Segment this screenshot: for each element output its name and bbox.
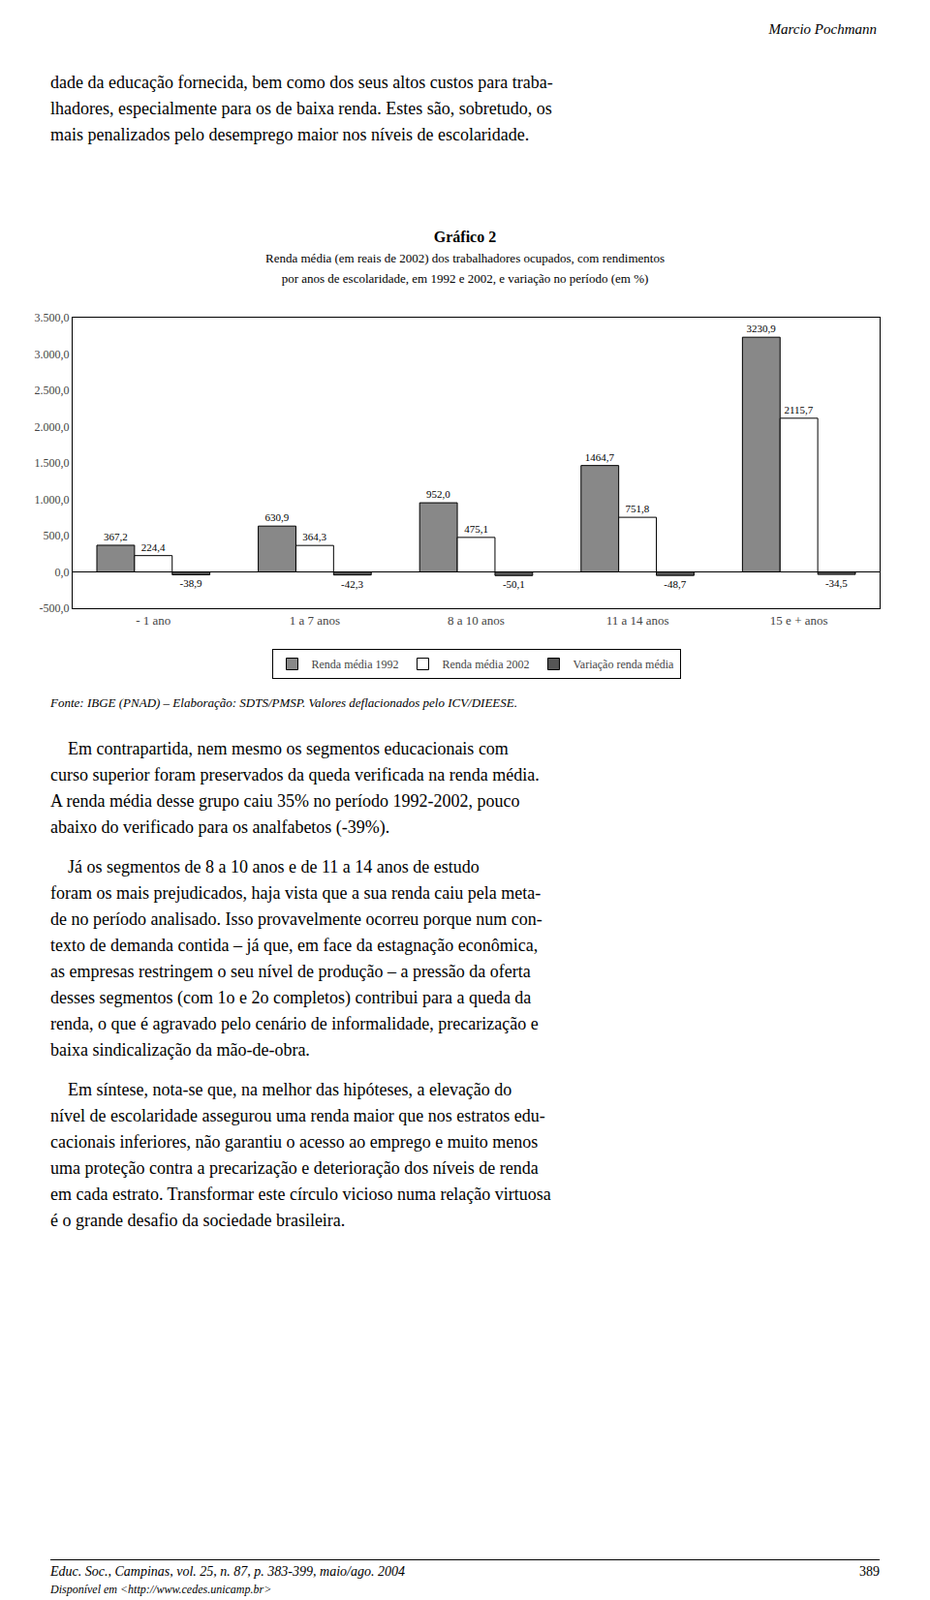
svg-text:-48,7: -48,7 [663,578,686,590]
svg-text:3.000,0: 3.000,0 [34,347,70,362]
html-text:Em contrapartida, nem mesmo os: Em contrapartida, nem mesmo os segmentos… [50,739,540,837]
html-text:Em síntese, nota-se que, na me: Em síntese, nota-se que, na melhor das h… [50,1080,552,1231]
svg-text:500,0: 500,0 [43,528,70,543]
html-text:Fonte: IBGE (PNAD) – Elaboraçã: Fonte: IBGE (PNAD) – Elaboração: SDTS/PM… [50,695,518,711]
svg-text:Renda média 1992: Renda média 1992 [311,657,400,672]
svg-text:475,1: 475,1 [464,523,489,535]
svg-text:Gráfico 2Renda média (em reais: Gráfico 2Renda média (em reais de 2002) … [265,228,665,286]
svg-text:1.500,0: 1.500,0 [34,456,70,470]
svg-text:3230,9: 3230,9 [745,322,776,335]
svg-text:1 a 7 anos: 1 a 7 anos [289,613,341,628]
svg-text:Renda média 2002: Renda média 2002 [441,657,529,672]
svg-text:15 e + anos: 15 e + anos [770,613,829,628]
html-text:dade da educação fornecida, be: dade da educação fornecida, bem como dos… [50,72,553,145]
svg-text:-42,3: -42,3 [341,578,364,590]
svg-text:Variação renda média: Variação renda média [572,657,675,672]
svg-text:2.000,0: 2.000,0 [34,420,70,434]
html-text:Disponível em <http://www.cede: Disponível em <http://www.cedes.unicamp.… [50,1582,272,1597]
svg-text:-50,1: -50,1 [502,578,526,590]
html-text:Marcio Pochmann: Marcio Pochmann [768,21,877,37]
svg-text:224,4: 224,4 [141,541,166,554]
svg-text:1.000,0: 1.000,0 [34,493,70,507]
svg-text:0,0: 0,0 [55,565,70,580]
svg-text:364,3: 364,3 [302,530,327,543]
svg-text:1464,7: 1464,7 [585,451,616,464]
svg-text:2.500,0: 2.500,0 [34,383,70,398]
svg-text:-34,5: -34,5 [825,577,848,589]
svg-text:2115,7: 2115,7 [784,403,814,416]
html-text:Educ. Soc., Campinas, vol. 25,: Educ. Soc., Campinas, vol. 25, n. 87, p.… [50,1564,405,1580]
svg-text:367,2: 367,2 [103,530,128,543]
svg-text:- 1 ano: - 1 ano [135,613,171,628]
svg-text:952,0: 952,0 [426,488,451,500]
html-text:Já os segmentos de 8 a 10 anos: Já os segmentos de 8 a 10 anos e de 11 a… [50,857,543,1060]
svg-text:630,9: 630,9 [264,511,289,524]
svg-text:3.500,0: 3.500,0 [34,310,70,325]
svg-text:8 a 10 anos: 8 a 10 anos [447,613,505,628]
svg-text:11 a 14 anos: 11 a 14 anos [606,613,670,628]
svg-text:-38,9: -38,9 [179,577,202,589]
svg-text:751,8: 751,8 [624,502,650,515]
html-text:389: 389 [859,1564,880,1580]
svg-text:-500,0: -500,0 [39,601,70,616]
